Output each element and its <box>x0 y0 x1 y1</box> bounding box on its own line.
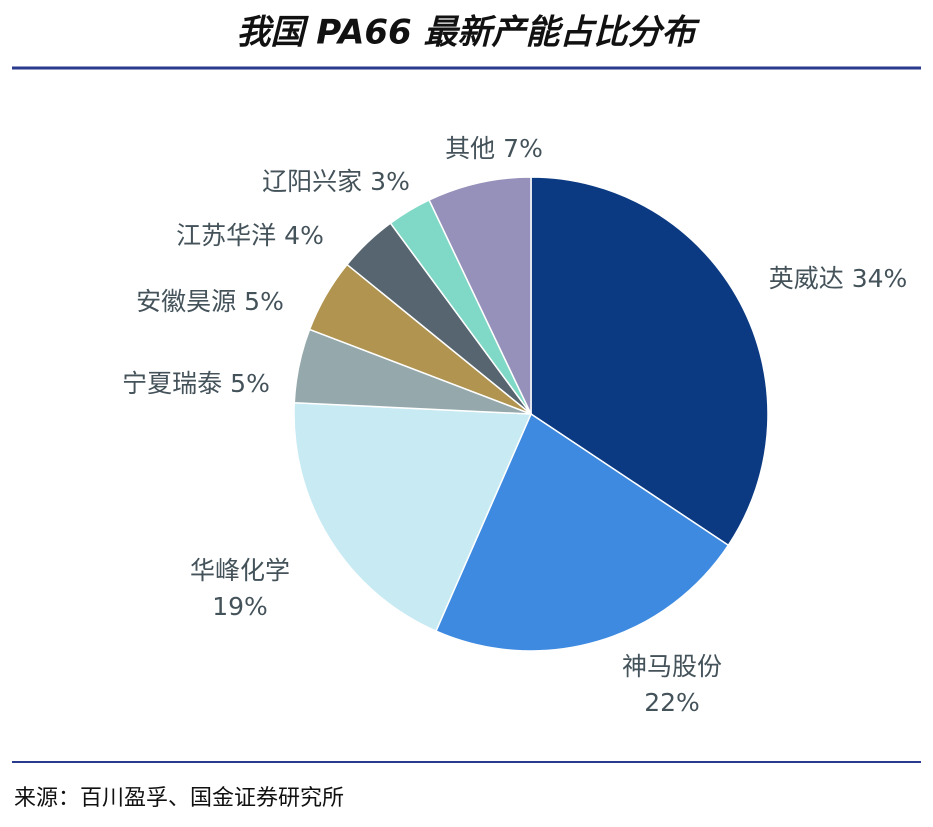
slice-label: 安徽昊源 <box>136 287 236 316</box>
slice-value-label: 19% <box>212 592 268 621</box>
slice-label-group: 江苏华洋 4% <box>176 221 324 250</box>
slice-label-group: 英威达 34% <box>769 264 908 293</box>
slice-label-group: 其他 7% <box>445 134 543 163</box>
pie-slice <box>428 176 532 415</box>
pie-slice <box>434 412 730 652</box>
slice-value-label: 7% <box>503 134 543 163</box>
pie-slice <box>293 401 533 633</box>
slice-label: 宁夏瑞泰 <box>122 369 222 398</box>
slice-value-label: 34% <box>852 264 908 293</box>
slice-label: 其他 <box>445 134 495 163</box>
slice-label: 华峰化学 <box>190 556 290 585</box>
slice-label: 英威达 <box>769 264 844 293</box>
slice-value-label: 22% <box>644 688 700 717</box>
slice-label-group: 宁夏瑞泰 5% <box>122 369 270 398</box>
slice-label-group: 辽阳兴家 3% <box>262 167 410 196</box>
slice-value-label: 5% <box>230 369 270 398</box>
chart-title: 我国 PA66 最新产能占比分布 <box>236 13 700 53</box>
slice-value-label: 4% <box>284 221 324 250</box>
source-note: 来源：百川盈孚、国金证券研究所 <box>14 786 344 811</box>
slice-label: 神马股份 <box>622 652 722 681</box>
slice-label: 江苏华洋 <box>176 221 276 250</box>
slice-value-label: 3% <box>370 167 410 196</box>
slice-label: 辽阳兴家 <box>262 167 362 196</box>
slice-value-label: 5% <box>244 287 284 316</box>
slice-label-group: 安徽昊源 5% <box>136 287 284 316</box>
